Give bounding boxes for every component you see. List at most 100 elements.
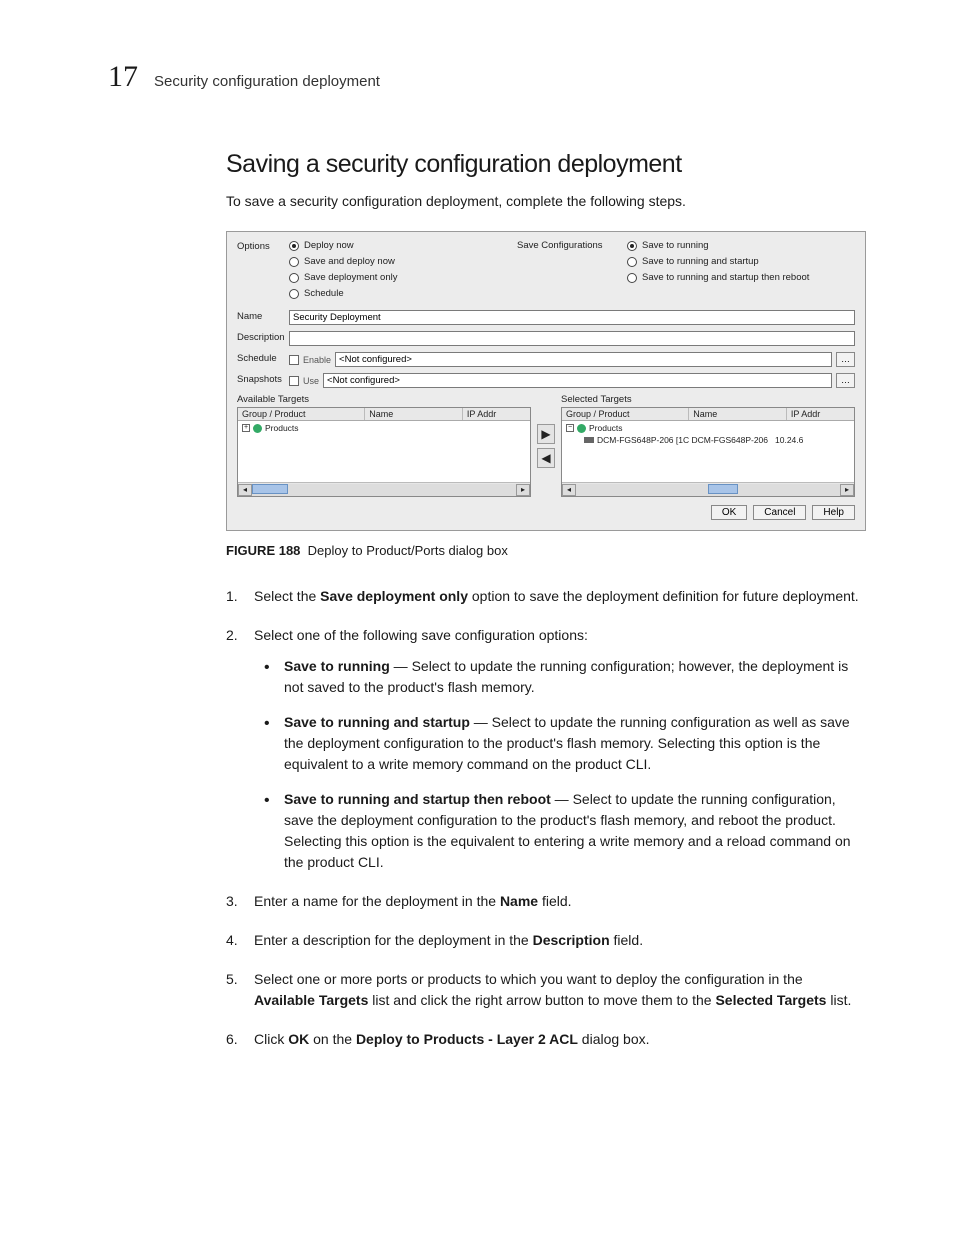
scroll-thumb[interactable] <box>708 484 738 494</box>
dialog-footer: OK Cancel Help <box>237 505 855 520</box>
steps-list: Select the Save deployment only option t… <box>226 586 866 1050</box>
radio-icon <box>627 273 637 283</box>
description-row: Description <box>237 331 855 346</box>
selected-targets-panel: Selected Targets Group / Product Name IP… <box>561 394 855 497</box>
scroll-track[interactable] <box>252 484 516 496</box>
targets-area: Available Targets Group / Product Name I… <box>237 394 855 497</box>
table-row[interactable]: + Products <box>242 423 526 433</box>
snapshots-browse-button[interactable]: … <box>836 373 855 388</box>
radio-label: Save deployment only <box>304 272 397 283</box>
table-row[interactable]: − Products <box>566 423 850 433</box>
radio-icon <box>627 257 637 267</box>
bold-save-deployment-only: Save deployment only <box>320 588 468 604</box>
device-icon <box>584 437 594 443</box>
step-6: Click OK on the Deploy to Products - Lay… <box>226 1029 866 1050</box>
table-body: − Products DCM-FGS648P-206 [1C DCM-FGS64… <box>562 421 854 447</box>
bullet-1: Save to running — Select to update the r… <box>254 656 866 698</box>
bold-save-to-running-and-startup: Save to running and startup <box>284 714 470 730</box>
selected-table[interactable]: Group / Product Name IP Addr − Products <box>561 407 855 497</box>
h-scrollbar[interactable]: ◂ ▸ <box>238 482 530 496</box>
table-row[interactable]: DCM-FGS648P-206 [1C DCM-FGS648P-206 10.2… <box>566 435 850 445</box>
bold-deploy-to-products: Deploy to Products - Layer 2 ACL <box>356 1031 578 1047</box>
deploy-dialog: Options Deploy now Save and deploy now S… <box>226 231 866 531</box>
snapshots-label: Snapshots <box>237 373 289 385</box>
h-scrollbar[interactable]: ◂ ▸ <box>562 482 854 496</box>
snapshots-row: Snapshots Use … <box>237 373 855 388</box>
bold-description: Description <box>533 932 610 948</box>
radio-label: Deploy now <box>304 240 354 251</box>
help-button[interactable]: Help <box>812 505 855 520</box>
available-table[interactable]: Group / Product Name IP Addr + Products <box>237 407 531 497</box>
col-name: Name <box>365 408 463 420</box>
col-ip: IP Addr <box>463 408 530 420</box>
available-targets-panel: Available Targets Group / Product Name I… <box>237 394 531 497</box>
expand-icon[interactable]: + <box>242 424 250 432</box>
schedule-value[interactable] <box>335 352 832 367</box>
step-3: Enter a name for the deployment in the N… <box>226 891 866 912</box>
radio-schedule[interactable]: Schedule <box>289 288 517 299</box>
col-group: Group / Product <box>562 408 689 420</box>
device-ip: 10.24.6 <box>775 435 803 445</box>
table-headers: Group / Product Name IP Addr <box>562 408 854 421</box>
radio-save-to-running-startup-reboot[interactable]: Save to running and startup then reboot <box>627 272 855 283</box>
bullet-3: Save to running and startup then reboot … <box>254 789 866 873</box>
radio-save-to-running-startup[interactable]: Save to running and startup <box>627 256 855 267</box>
bullet-2: Save to running and startup — Select to … <box>254 712 866 775</box>
scroll-right-icon[interactable]: ▸ <box>840 484 854 496</box>
radio-icon <box>289 289 299 299</box>
radio-label: Save to running and startup <box>642 256 759 267</box>
save-configs-radio-group: Save to running Save to running and star… <box>627 240 855 288</box>
device-name: DCM-FGS648P-206 [1C DCM-FGS648P-206 <box>597 435 768 445</box>
radio-label: Save to running <box>642 240 709 251</box>
scroll-track[interactable] <box>576 484 840 496</box>
schedule-checkbox[interactable] <box>289 355 299 365</box>
main-content: Saving a security configuration deployme… <box>226 150 866 1050</box>
move-buttons: ▶ ◀ <box>537 394 555 497</box>
scroll-thumb[interactable] <box>252 484 288 494</box>
scroll-left-icon[interactable]: ◂ <box>562 484 576 496</box>
available-header: Available Targets <box>237 394 531 405</box>
name-field[interactable] <box>289 310 855 325</box>
snapshots-checkbox[interactable] <box>289 376 299 386</box>
move-left-button[interactable]: ◀ <box>537 448 555 468</box>
radio-icon <box>289 257 299 267</box>
radio-deploy-now[interactable]: Deploy now <box>289 240 517 251</box>
bold-selected-targets: Selected Targets <box>715 992 826 1008</box>
bold-save-to-running-and-startup-reboot: Save to running and startup then reboot <box>284 791 551 807</box>
page-header: 17 Security configuration deployment <box>108 60 866 94</box>
radio-save-to-running[interactable]: Save to running <box>627 240 855 251</box>
move-right-button[interactable]: ▶ <box>537 424 555 444</box>
radio-label: Schedule <box>304 288 344 299</box>
radio-label: Save and deploy now <box>304 256 395 267</box>
radio-label: Save to running and startup then reboot <box>642 272 809 283</box>
radio-save-only[interactable]: Save deployment only <box>289 272 517 283</box>
cancel-button[interactable]: Cancel <box>753 505 806 520</box>
options-radio-group: Deploy now Save and deploy now Save depl… <box>289 240 517 304</box>
bold-ok: OK <box>288 1031 309 1047</box>
radio-icon <box>289 273 299 283</box>
chapter-number: 17 <box>108 60 138 94</box>
ok-button[interactable]: OK <box>711 505 747 520</box>
scroll-left-icon[interactable]: ◂ <box>238 484 252 496</box>
figure-caption-text: Deploy to Product/Ports dialog box <box>308 543 508 558</box>
step-4: Enter a description for the deployment i… <box>226 930 866 951</box>
schedule-cb-label: Enable <box>303 355 331 365</box>
figure-caption: FIGURE 188 Deploy to Product/Ports dialo… <box>226 543 866 558</box>
save-configs-label: Save Configurations <box>517 240 627 251</box>
chapter-title: Security configuration deployment <box>154 73 380 90</box>
bold-name: Name <box>500 893 538 909</box>
radio-save-and-deploy[interactable]: Save and deploy now <box>289 256 517 267</box>
col-name: Name <box>689 408 787 420</box>
collapse-icon[interactable]: − <box>566 424 574 432</box>
table-body: + Products <box>238 421 530 435</box>
figure-label: FIGURE 188 <box>226 543 300 558</box>
snapshots-value[interactable] <box>323 373 832 388</box>
options-label: Options <box>237 240 289 252</box>
radio-selected-icon <box>289 241 299 251</box>
intro-paragraph: To save a security configuration deploym… <box>226 193 866 209</box>
radio-selected-icon <box>627 241 637 251</box>
description-field[interactable] <box>289 331 855 346</box>
schedule-row: Schedule Enable … <box>237 352 855 367</box>
scroll-right-icon[interactable]: ▸ <box>516 484 530 496</box>
schedule-browse-button[interactable]: … <box>836 352 855 367</box>
